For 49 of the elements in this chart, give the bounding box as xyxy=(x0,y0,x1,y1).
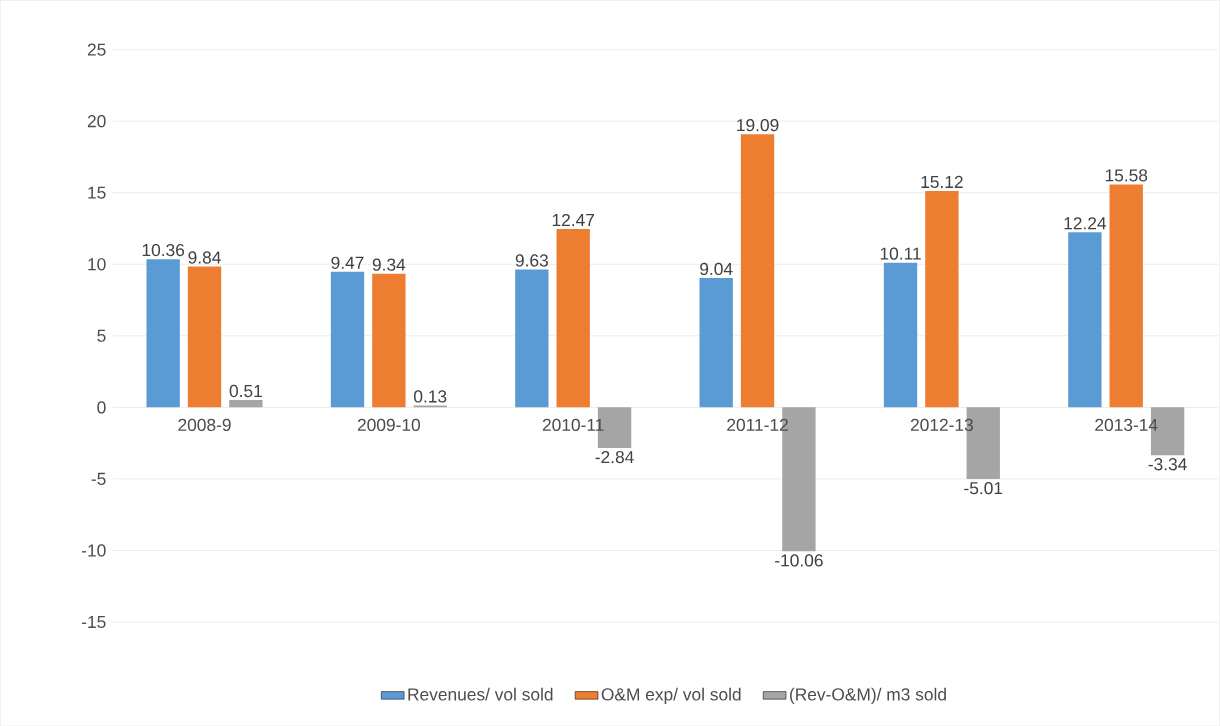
data-label: -2.84 xyxy=(595,450,634,464)
bar xyxy=(556,228,590,408)
legend-label: Revenues/ vol sold xyxy=(408,687,553,701)
x-tick-label: 2013-14 xyxy=(1095,418,1158,431)
y-tick-label: -5 xyxy=(91,472,106,485)
data-label: 9.04 xyxy=(700,262,733,275)
data-label: -3.34 xyxy=(1148,457,1187,471)
legend-label: O&M exp/ vol sold xyxy=(601,687,741,704)
data-label: -5.01 xyxy=(964,481,1003,495)
legend-label: (Rev-O&M)/ m3 sold xyxy=(790,687,946,704)
bar xyxy=(229,399,263,408)
y-tick-label: 15 xyxy=(88,186,106,199)
x-tick-label: 2010-11 xyxy=(542,418,604,431)
data-label: 15.58 xyxy=(1105,169,1148,182)
bar xyxy=(1109,184,1143,408)
x-tick-label: 2009-10 xyxy=(357,418,420,431)
y-tick-label: -15 xyxy=(82,615,106,628)
x-tick-label: 2012-13 xyxy=(910,418,973,431)
bar xyxy=(372,273,406,408)
y-tick-label: 25 xyxy=(87,43,106,56)
data-label: 9.34 xyxy=(372,258,406,271)
bar xyxy=(699,277,733,408)
bar xyxy=(146,258,180,408)
bar xyxy=(883,262,918,408)
data-label: 9.47 xyxy=(331,256,364,269)
bar xyxy=(1068,232,1102,408)
y-tick-label: 0 xyxy=(97,401,106,414)
data-label: -10.06 xyxy=(775,554,823,567)
x-tick-label: 2011-12 xyxy=(727,418,788,431)
data-label: 9.63 xyxy=(515,254,548,267)
data-label: 15.12 xyxy=(921,175,963,188)
bar xyxy=(925,190,959,408)
y-tick-label: 10 xyxy=(88,257,106,271)
y-tick-label: 20 xyxy=(87,114,106,128)
data-label: 9.84 xyxy=(188,251,221,264)
x-tick-label: 2008-9 xyxy=(178,418,231,431)
data-label: 0.51 xyxy=(229,384,262,397)
bar xyxy=(187,266,222,408)
data-label: 10.11 xyxy=(880,247,921,260)
bar xyxy=(740,134,775,408)
y-tick-label: -10 xyxy=(82,544,106,557)
data-label: 19.09 xyxy=(737,118,779,132)
data-label: 0.13 xyxy=(414,390,447,403)
data-label: 12.47 xyxy=(552,213,595,226)
data-label: 10.36 xyxy=(142,243,185,257)
bar xyxy=(330,271,365,408)
data-label: 12.24 xyxy=(1064,217,1107,230)
bar xyxy=(515,269,549,408)
y-tick-label: 5 xyxy=(97,329,106,342)
